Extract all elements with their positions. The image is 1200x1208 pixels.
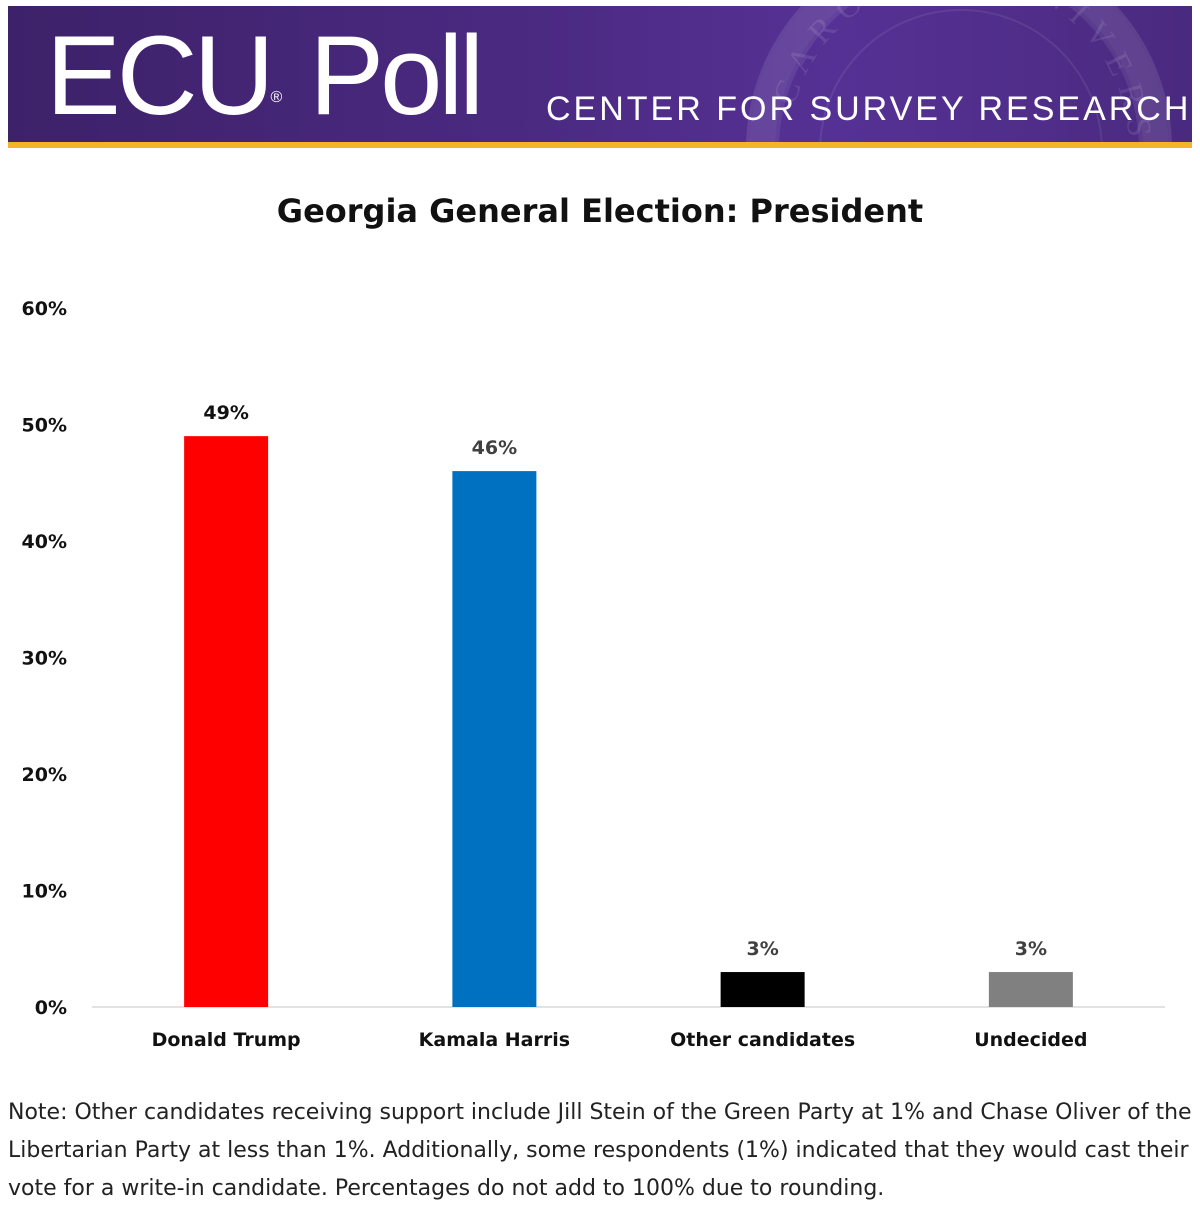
- data-label: 3%: [1015, 938, 1047, 960]
- chart-title: Georgia General Election: President: [276, 192, 924, 230]
- footnote: Note: Other candidates receiving support…: [8, 1100, 1192, 1201]
- y-tick-label: 20%: [22, 764, 67, 786]
- data-label: 3%: [746, 938, 778, 960]
- header-banner: CAROLINA UNIVERSITY ECU® Poll CENTER FOR…: [8, 6, 1192, 142]
- logo-ecu: ECU: [46, 13, 274, 138]
- data-label: 49%: [203, 402, 248, 424]
- x-category-label: Donald Trump: [152, 1029, 301, 1051]
- seal-text-ring: CAROLINA UNIVERSITY: [749, 6, 1148, 142]
- y-tick-label: 50%: [22, 415, 67, 437]
- bar: [184, 436, 269, 1007]
- x-axis: Donald Trump Kamala Harris Other candidate…: [152, 1029, 1088, 1051]
- ecu-poll-logo: ECU® Poll: [46, 18, 484, 134]
- bar: [988, 972, 1073, 1007]
- header-subtitle: CENTER FOR SURVEY RESEARCH: [546, 90, 1192, 128]
- y-tick-label: 60%: [22, 298, 67, 320]
- bars-group: 49% 46% 3% 3%: [184, 402, 1073, 1008]
- logo-poll: Poll: [309, 13, 484, 138]
- bar: [452, 471, 537, 1008]
- y-tick-label: 40%: [22, 531, 67, 553]
- y-tick-label: 10%: [22, 881, 67, 903]
- bar: [720, 972, 805, 1007]
- y-axis: 0% 10% 20% 30% 40% 50% 60%: [22, 298, 67, 1019]
- bar-chart: 0% 10% 20% 30% 40% 50% 60% 49% 46% 3% 3% Donald T…: [22, 298, 1165, 1051]
- x-category-label: Kamala Harris: [419, 1029, 570, 1051]
- header-gold-stripe: [8, 142, 1192, 148]
- logo-registered-mark: ®: [270, 89, 283, 106]
- y-tick-label: 0%: [35, 997, 67, 1019]
- x-category-label: Other candidates: [670, 1029, 855, 1051]
- y-tick-label: 30%: [22, 648, 67, 670]
- university-seal: CAROLINA UNIVERSITY: [746, 6, 1172, 142]
- data-label: 46%: [472, 437, 517, 459]
- x-category-label: Undecided: [974, 1029, 1087, 1051]
